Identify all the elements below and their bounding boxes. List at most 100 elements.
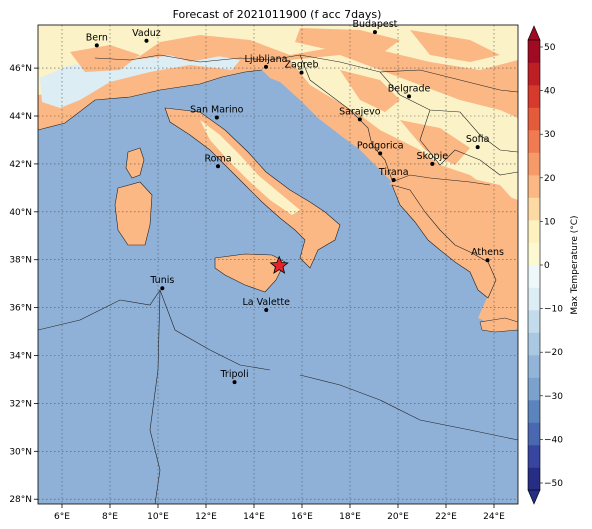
map-area <box>38 25 518 504</box>
colorbar-segment <box>528 220 540 243</box>
colorbar-tick-label: 50 <box>544 43 556 53</box>
city-dot <box>475 145 480 150</box>
colorbar-segment <box>528 62 540 86</box>
city-dot <box>264 64 268 69</box>
colorbar-segment <box>528 265 540 288</box>
colorbar-tick-label: 10 <box>544 217 556 227</box>
colorbar-min-arrow <box>527 489 541 505</box>
latitude-ticks: 46°N 44°N 42°N 40°N 38°N 36°N 34°N 32°N 30°N 28°N <box>9 64 38 505</box>
colorbar-segment <box>528 152 540 176</box>
city-label: Bern <box>86 32 108 43</box>
colorbar-max-arrow <box>527 25 541 41</box>
colorbar-segment <box>528 445 540 468</box>
city-label: Sofia <box>466 134 490 145</box>
alps-warm-patches <box>70 28 500 72</box>
y-tick-label: 28°N <box>9 495 32 505</box>
y-tick-label: 42°N <box>9 160 32 170</box>
city-dot <box>372 30 377 35</box>
y-tick-label: 46°N <box>9 64 32 74</box>
corsica-land <box>125 147 145 179</box>
colorbar-segment <box>528 175 540 198</box>
city-label: San Marino <box>190 104 243 115</box>
city-label: Sarajevo <box>339 106 381 117</box>
colorbar-segment <box>528 287 540 311</box>
x-tick-label: 22°E <box>435 512 457 522</box>
y-tick-label: 38°N <box>9 256 32 266</box>
x-tick-label: 6°E <box>54 512 70 522</box>
colorbar-segment <box>528 400 540 423</box>
city-dot <box>378 151 383 156</box>
colorbar-segment <box>528 355 540 378</box>
city-dot <box>407 94 412 99</box>
colorbar-segment <box>528 40 540 63</box>
city-label: Belgrade <box>388 83 431 94</box>
colorbar: 50 40 30 20 10 0 −10 −20 −30 −40 −50 Max Temperatur… <box>527 25 580 505</box>
city-dot <box>144 38 149 43</box>
x-tick-label: 12°E <box>195 512 217 522</box>
map-frame <box>37 24 519 505</box>
city-dot <box>485 258 490 263</box>
map-title: Forecast of 2021011900 (f acc 7days) <box>173 8 382 21</box>
sardinia-land <box>114 181 153 246</box>
colorbar-tick-label: 40 <box>544 87 556 97</box>
longitude-ticks: 6°E 8°E 10°E 12°E 14°E 16°E 18°E 20°E 22°E 24°E <box>54 504 505 522</box>
city-dot <box>216 164 220 169</box>
city-dot <box>160 286 165 291</box>
city-label: Podgorica <box>357 140 404 151</box>
italy-land <box>164 107 341 269</box>
colorbar-segment <box>528 332 540 356</box>
grid-lines <box>38 25 518 504</box>
star-icon <box>269 255 289 274</box>
colorbar-segment <box>528 197 540 221</box>
colorbar-segment <box>528 377 540 401</box>
city-label: Tirana <box>378 167 409 178</box>
colorbar-tick-label: −10 <box>544 305 563 315</box>
colorbar-tick-label: −30 <box>544 392 563 402</box>
city-dot <box>94 43 99 48</box>
colorbar-tick-label: 0 <box>544 261 550 271</box>
adriatic-sea <box>260 75 392 190</box>
colorbar-tick-label: −50 <box>544 479 563 489</box>
city-label: Roma <box>204 153 231 164</box>
city-label: Zagreb <box>285 60 319 71</box>
y-tick-label: 40°N <box>9 208 32 218</box>
colorbar-tick-label: 30 <box>544 130 556 140</box>
colorbar-tick-label: −40 <box>544 435 563 445</box>
y-tick-label: 36°N <box>9 304 32 314</box>
colorbar-tick-label: 20 <box>544 174 556 184</box>
x-tick-label: 20°E <box>387 512 409 522</box>
event-marker <box>269 255 289 274</box>
colorbar-segment <box>528 85 540 108</box>
colorbar-segment <box>528 130 540 153</box>
x-tick-label: 16°E <box>291 512 313 522</box>
city-label: Skopje <box>417 151 449 162</box>
colorbar-segment <box>528 242 540 266</box>
city-label: La Valette <box>242 297 290 308</box>
city-dot <box>299 70 304 75</box>
city-label: Athens <box>471 247 504 258</box>
colorbar-label: Max Temperature (°C) <box>570 215 580 314</box>
x-tick-label: 24°E <box>483 512 505 522</box>
city-label: Tunis <box>149 275 174 286</box>
balkan-pale-zone <box>290 55 518 200</box>
x-tick-label: 8°E <box>102 512 118 522</box>
y-tick-label: 32°N <box>9 399 32 409</box>
city-label: Vaduz <box>132 28 161 39</box>
sicily-land <box>214 253 286 293</box>
colorbar-segment <box>528 107 540 131</box>
y-tick-label: 30°N <box>9 447 32 457</box>
x-tick-label: 18°E <box>339 512 361 522</box>
colorbar-segment <box>528 310 540 333</box>
x-tick-label: 10°E <box>147 512 169 522</box>
city-dot <box>264 308 269 313</box>
colorbar-tick-label: −20 <box>544 348 563 358</box>
city-dot <box>391 177 396 182</box>
y-tick-label: 44°N <box>9 112 32 122</box>
x-tick-label: 14°E <box>243 512 265 522</box>
city-dot <box>232 380 237 385</box>
y-tick-label: 34°N <box>9 352 32 362</box>
city-dot <box>214 115 219 120</box>
colorbar-segment <box>528 422 540 446</box>
